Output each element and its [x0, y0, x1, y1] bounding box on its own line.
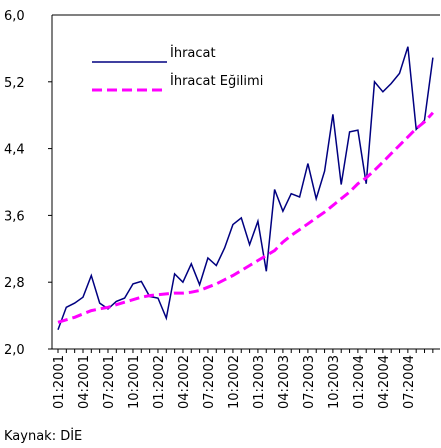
x-tick-label: 07:2004: [402, 355, 417, 409]
x-tick-label: 01:2002: [152, 355, 167, 409]
legend-label: İhracat: [170, 45, 216, 61]
y-tick-label: 4,4: [4, 143, 25, 158]
x-tick-label: 01:2003: [252, 355, 267, 409]
x-tick-label: 04:2002: [177, 355, 192, 409]
data-line: [57, 111, 435, 324]
x-tick-label: 04:2001: [77, 355, 92, 409]
x-tick-label: 04:2004: [377, 355, 392, 409]
y-tick-label: 3,6: [4, 209, 25, 224]
x-tick-label: 01:2004: [352, 355, 367, 409]
legend-label: İhracat Eğilimi: [170, 73, 263, 89]
x-tick-label: 07:2003: [302, 355, 317, 409]
x-tick-label: 01:2001: [52, 355, 67, 409]
x-tick-label: 07:2002: [202, 355, 217, 409]
x-tick-label: 04:2003: [277, 355, 292, 409]
x-tick-label: 10:2002: [227, 355, 242, 409]
y-tick-label: 2,8: [4, 276, 25, 291]
x-tick-label: 10:2001: [127, 355, 142, 409]
y-tick-label: 5,2: [4, 76, 25, 91]
x-tick-label: 07:2001: [102, 355, 117, 409]
source-note: Kaynak: DİE: [4, 428, 82, 444]
y-tick-label: 2,0: [4, 343, 25, 358]
x-tick-label: 10:2003: [327, 355, 342, 409]
data-line: [57, 46, 434, 331]
y-tick-label: 6,0: [4, 9, 25, 24]
